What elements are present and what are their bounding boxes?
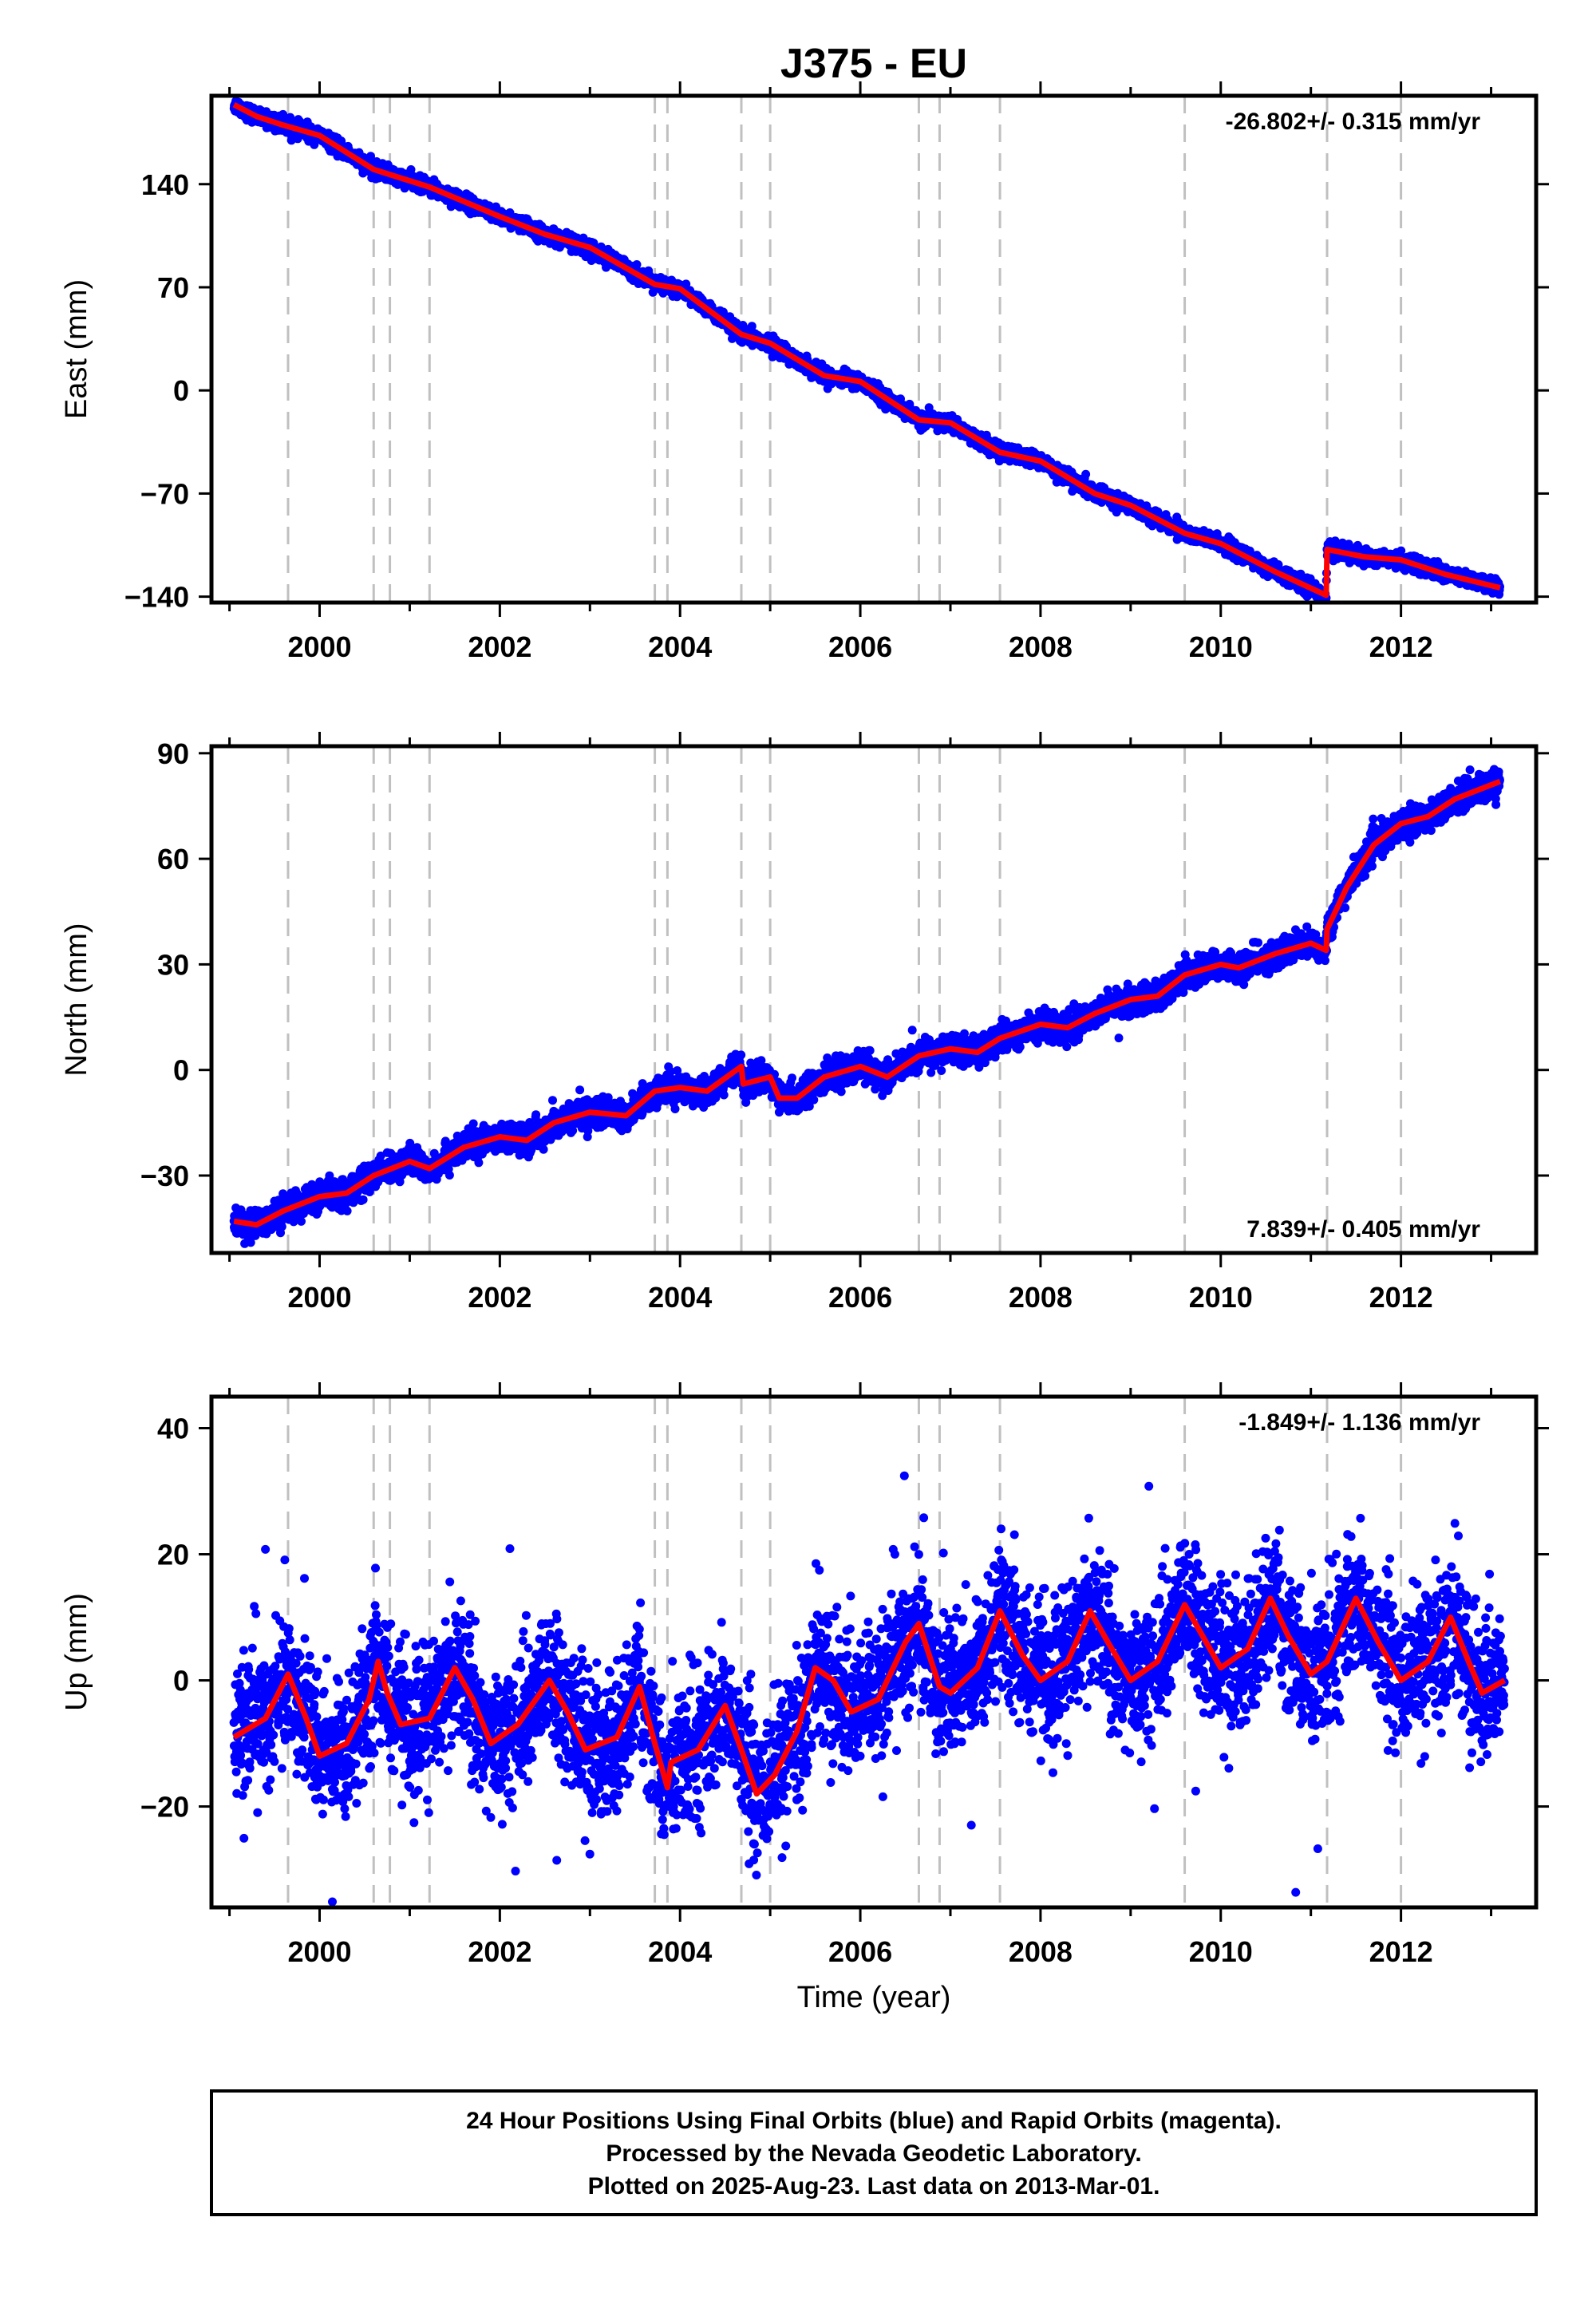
data-point <box>366 152 375 161</box>
data-point <box>681 279 691 289</box>
east-event-lines <box>286 96 1403 603</box>
data-point <box>632 260 642 269</box>
chart-title: J375 - EU <box>780 41 967 87</box>
east-points <box>229 97 1504 603</box>
data-point <box>1081 469 1091 479</box>
data-point <box>286 113 295 122</box>
data-point <box>406 165 416 174</box>
